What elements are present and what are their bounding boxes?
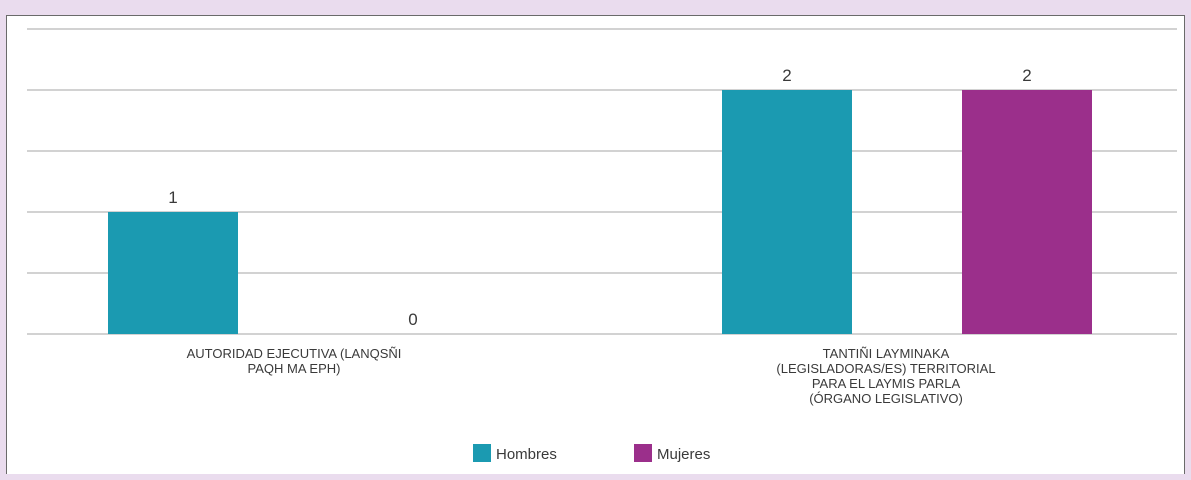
bar-hombres-1 bbox=[722, 90, 852, 334]
legend: Hombres Mujeres bbox=[473, 444, 710, 463]
category-label-1: PARA EL LAYMIS PARLA bbox=[812, 376, 961, 391]
legend-swatch-mujeres bbox=[634, 444, 652, 462]
bars bbox=[108, 90, 1092, 334]
category-label-1: (ÓRGANO LEGISLATIVO) bbox=[809, 391, 963, 406]
data-label-mujeres-1: 2 bbox=[1022, 66, 1031, 85]
data-label-hombres-1: 2 bbox=[782, 66, 791, 85]
data-label-hombres-0: 1 bbox=[168, 188, 177, 207]
legend-label-hombres: Hombres bbox=[496, 446, 557, 463]
data-label-mujeres-0: 0 bbox=[408, 310, 417, 329]
category-label-0: PAQH MA EPH) bbox=[248, 361, 341, 376]
category-label-1: TANTIÑI LAYMINAKA bbox=[823, 346, 950, 361]
bar-hombres-0 bbox=[108, 212, 238, 334]
bar-mujeres-1 bbox=[962, 90, 1092, 334]
data-labels: 1 2 0 2 bbox=[168, 66, 1031, 329]
legend-label-mujeres: Mujeres bbox=[657, 446, 710, 463]
chart-frame: 1 2 0 2 AUTORIDAD EJECUTIVA (LANQSÑI PAQH MA… bbox=[6, 15, 1185, 474]
legend-swatch-hombres bbox=[473, 444, 491, 462]
category-label-0: AUTORIDAD EJECUTIVA (LANQSÑI bbox=[187, 346, 402, 361]
category-label-1: (LEGISLADORAS/ES) TERRITORIAL bbox=[776, 361, 995, 376]
